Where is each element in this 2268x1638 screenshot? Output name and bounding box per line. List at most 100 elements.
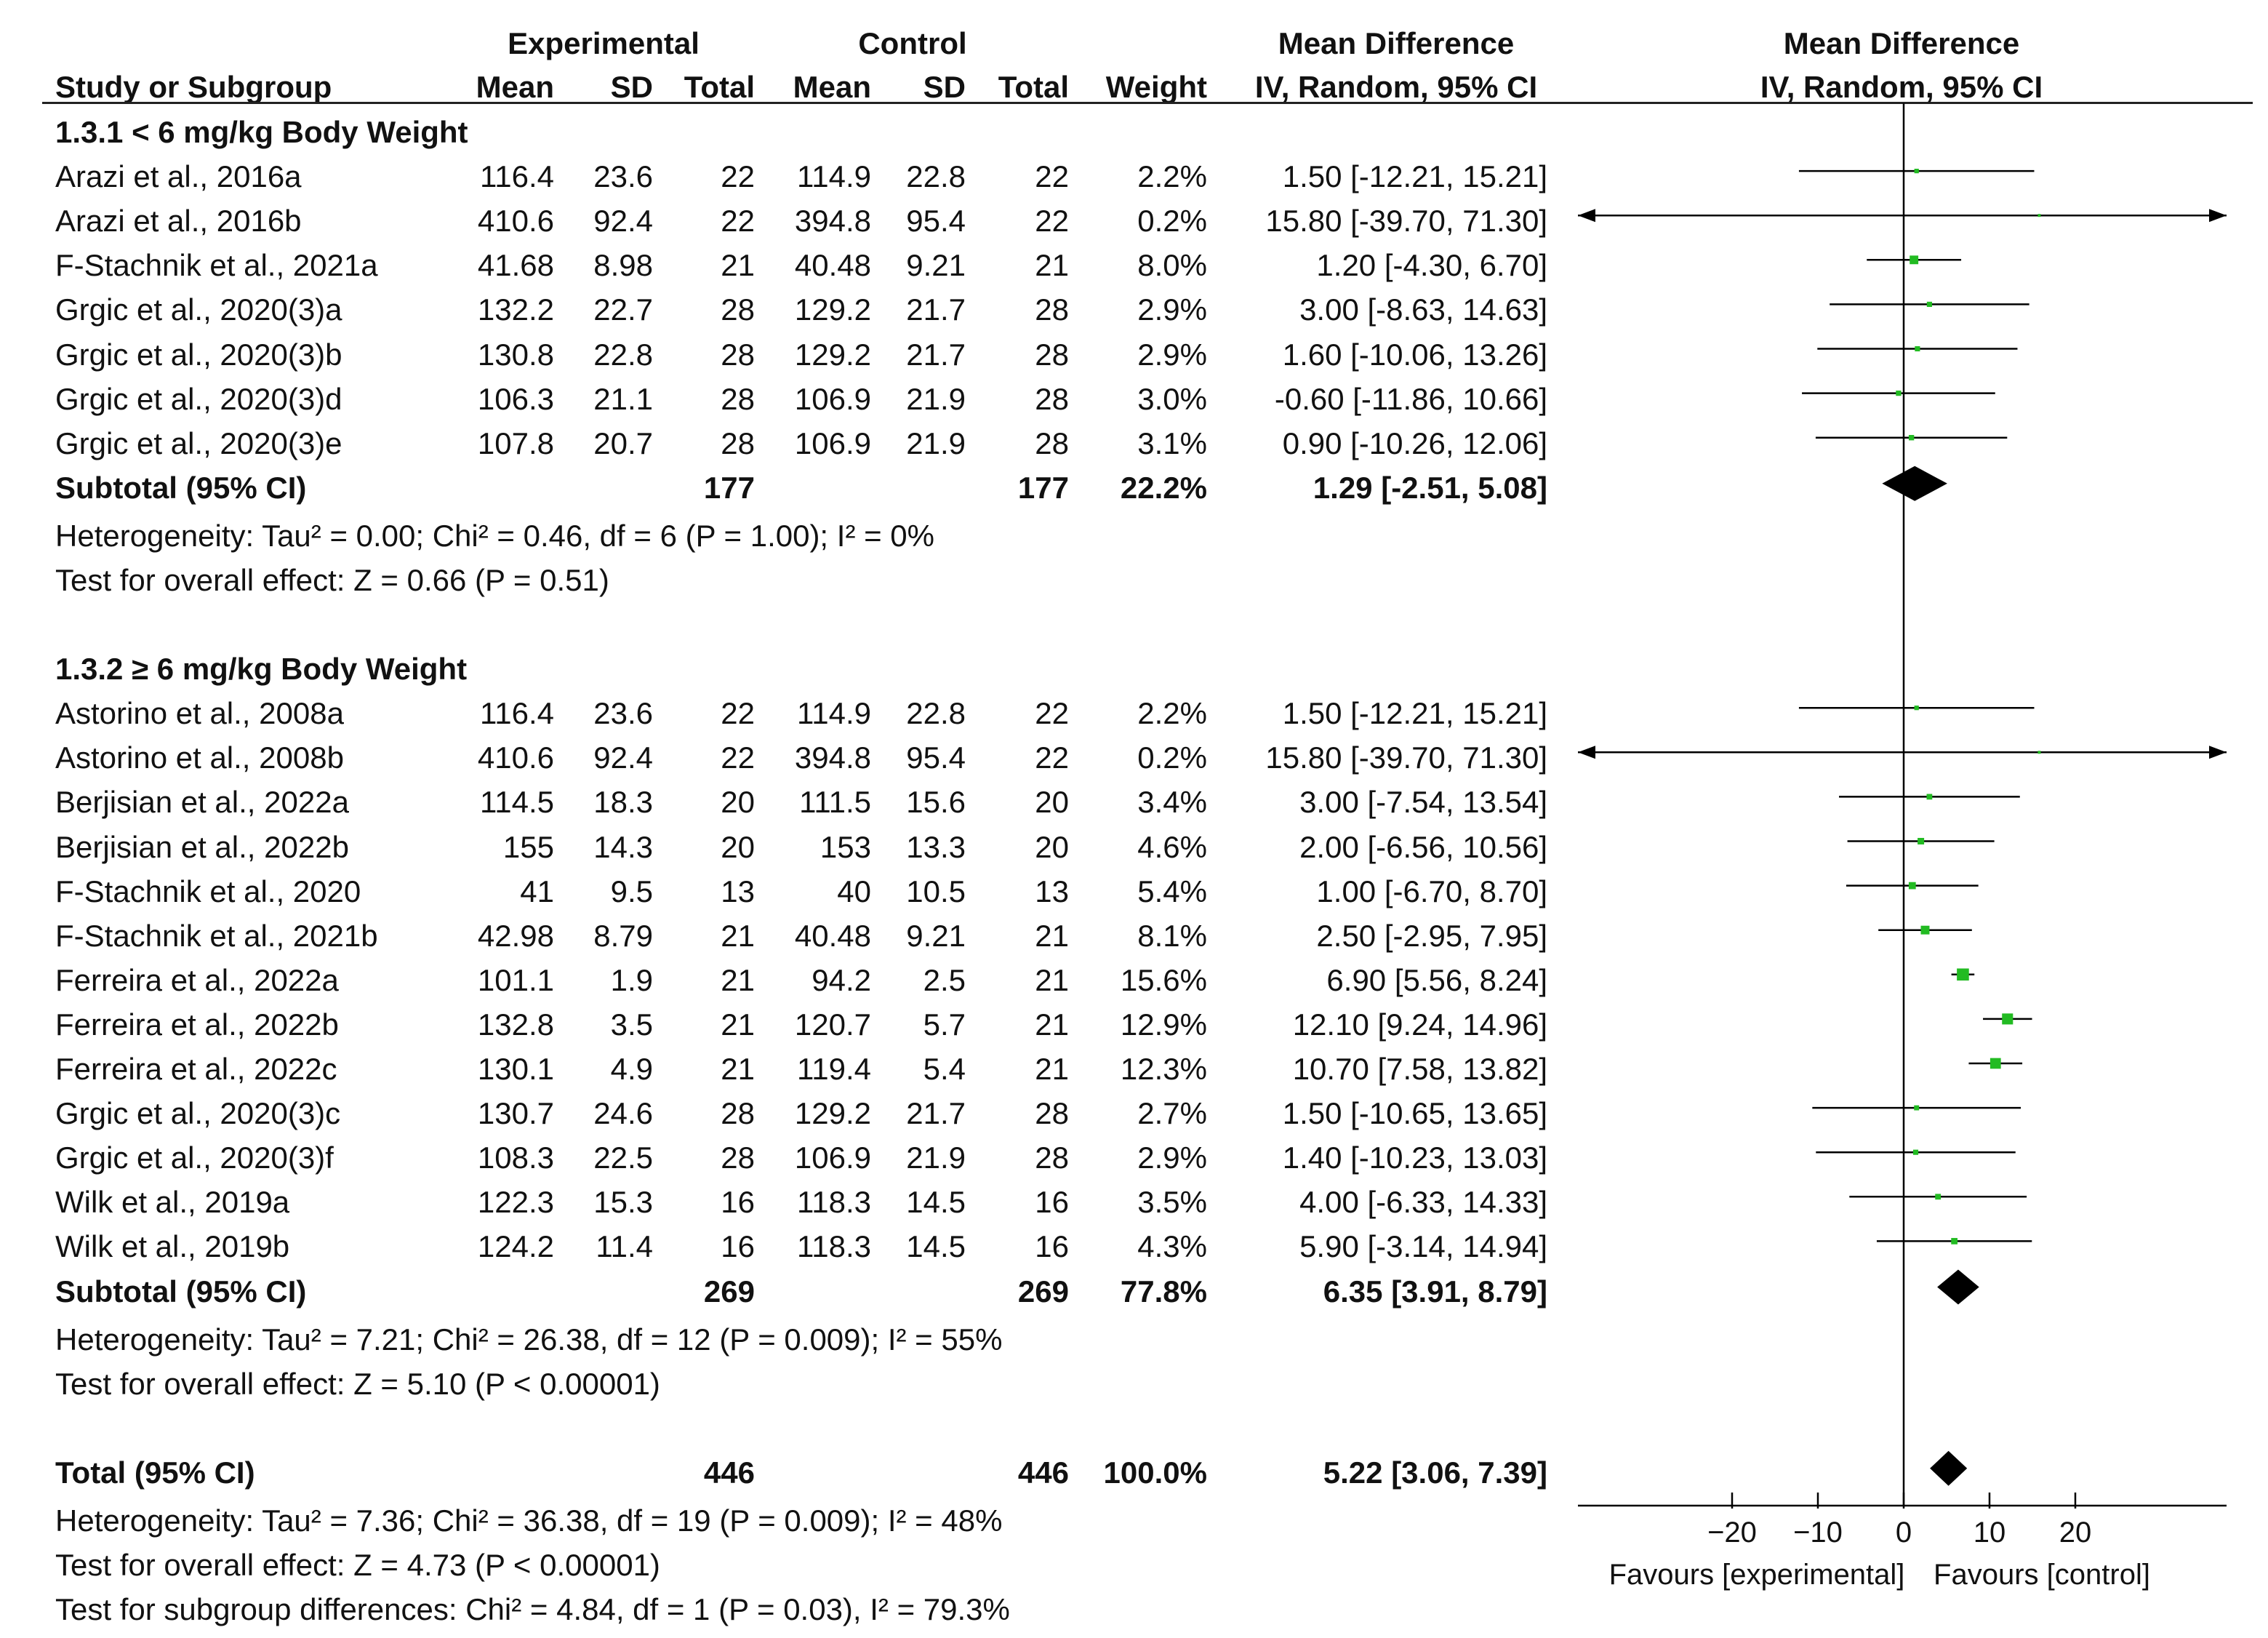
study-name: Berjisian et al., 2022a — [55, 785, 349, 820]
exp-total: 28 — [721, 426, 755, 460]
study-weight: 2.2% — [1137, 696, 1207, 731]
subgroup-title: 1.3.2 ≥ 6 mg/kg Body Weight — [55, 652, 468, 687]
ctl-total: 22 — [1035, 696, 1069, 731]
effect-square — [1926, 301, 1932, 307]
subtotal-ctl-total: 269 — [1017, 1274, 1069, 1309]
study-name: Ferreira et al., 2022c — [55, 1052, 337, 1086]
study-name: Grgic et al., 2020(3)d — [55, 381, 342, 416]
ctl-total: 28 — [1035, 381, 1069, 416]
ctl-mean: 119.4 — [797, 1052, 871, 1086]
exp-sd: 20.7 — [593, 426, 653, 460]
ctl-total: 22 — [1035, 204, 1069, 239]
exp-total: 20 — [721, 829, 755, 864]
ctl-sd: 21.7 — [906, 337, 966, 372]
study-weight: 2.2% — [1137, 159, 1207, 194]
total-ci: 5.22 [3.06, 7.39] — [1323, 1455, 1547, 1490]
effect-square — [1957, 968, 1969, 981]
ctl-sd: 21.7 — [906, 1096, 966, 1131]
ctl-sd: 21.7 — [906, 292, 966, 327]
ctl-total: 21 — [1035, 248, 1069, 283]
ctl-total: 28 — [1035, 1140, 1069, 1175]
ctl-total: 22 — [1035, 740, 1069, 775]
effect-square — [1951, 1238, 1958, 1245]
ctl-mean: 394.8 — [794, 204, 871, 239]
exp-total: 21 — [721, 918, 755, 953]
footer-line: Test for overall effect: Z = 4.73 (P < 0… — [55, 1547, 660, 1582]
ctl-mean: 129.2 — [794, 1096, 871, 1131]
study-ci: 15.80 [-39.70, 71.30] — [1265, 740, 1547, 775]
subgroup-overall-effect: Test for overall effect: Z = 5.10 (P < 0… — [55, 1366, 660, 1401]
study-name: F-Stachnik et al., 2021b — [55, 918, 378, 953]
exp-sd: 22.7 — [593, 292, 653, 327]
study-name: Wilk et al., 2019b — [55, 1229, 290, 1264]
effect-square — [1926, 794, 1933, 800]
study-name: Ferreira et al., 2022a — [55, 962, 339, 997]
ci-arrow-left — [1578, 746, 1595, 759]
exp-mean: 41 — [520, 874, 554, 908]
exp-total: 21 — [721, 962, 755, 997]
effect-square — [2002, 1013, 2013, 1025]
study-name: Wilk et al., 2019a — [55, 1185, 290, 1220]
exp-mean: 42.98 — [477, 918, 554, 953]
study-weight: 0.2% — [1137, 740, 1207, 775]
column-study: Study or Subgroup — [55, 70, 332, 104]
exp-sd: 18.3 — [593, 785, 653, 820]
study-weight: 15.6% — [1120, 962, 1207, 997]
forest-plot-chart: Mean Difference IV, Random, 95% CI −20 −10 0… — [1578, 26, 2227, 1591]
effect-square — [1908, 435, 1915, 441]
study-ci: 1.00 [-6.70, 8.70] — [1316, 874, 1547, 908]
ctl-sd: 5.4 — [923, 1052, 966, 1086]
x-tick-label: 10 — [1974, 1517, 2006, 1549]
ci-arrow-right — [2209, 746, 2227, 759]
study-weight: 3.5% — [1137, 1185, 1207, 1220]
ctl-total: 13 — [1035, 874, 1069, 908]
ctl-total: 20 — [1035, 785, 1069, 820]
ctl-mean: 106.9 — [794, 1140, 871, 1175]
exp-mean: 41.68 — [477, 248, 554, 283]
ctl-sd: 15.6 — [906, 785, 966, 820]
column-ctl-mean: Mean — [793, 70, 871, 104]
ctl-mean: 40 — [837, 874, 871, 908]
exp-sd: 23.6 — [593, 159, 653, 194]
study-weight: 5.4% — [1137, 874, 1207, 908]
exp-sd: 4.9 — [610, 1052, 653, 1086]
ctl-total: 16 — [1035, 1229, 1069, 1264]
exp-mean: 107.8 — [477, 426, 554, 460]
study-ci: 2.00 [-6.56, 10.56] — [1299, 829, 1547, 864]
ctl-mean: 40.48 — [794, 248, 871, 283]
ctl-sd: 95.4 — [906, 740, 966, 775]
ctl-sd: 21.9 — [906, 426, 966, 460]
effect-square — [2037, 214, 2041, 217]
exp-sd: 1.9 — [610, 962, 653, 997]
ctl-total: 16 — [1035, 1185, 1069, 1220]
study-ci: 1.60 [-10.06, 13.26] — [1282, 337, 1547, 372]
exp-mean: 130.7 — [477, 1096, 554, 1131]
column-exp-mean: Mean — [476, 70, 554, 104]
study-ci: 4.00 [-6.33, 14.33] — [1299, 1185, 1547, 1220]
exp-total: 21 — [721, 1052, 755, 1086]
ctl-mean: 114.9 — [797, 696, 871, 731]
study-name: Grgic et al., 2020(3)f — [55, 1140, 334, 1175]
exp-mean: 410.6 — [477, 740, 554, 775]
exp-sd: 23.6 — [593, 696, 653, 731]
effect-square — [1935, 1194, 1942, 1200]
header-control: Control — [858, 26, 967, 60]
ctl-mean: 129.2 — [794, 337, 871, 372]
ctl-mean: 40.48 — [794, 918, 871, 953]
study-weight: 8.1% — [1137, 918, 1207, 953]
study-weight: 2.9% — [1137, 1140, 1207, 1175]
exp-total: 28 — [721, 1140, 755, 1175]
total-exp-total: 446 — [703, 1455, 755, 1490]
ctl-mean: 106.9 — [794, 426, 871, 460]
exp-sd: 15.3 — [593, 1185, 653, 1220]
subtotal-diamond — [1882, 466, 1947, 501]
ctl-sd: 22.8 — [906, 696, 966, 731]
effect-square — [1989, 1058, 2001, 1069]
plot-header-mean-difference: Mean Difference — [1784, 26, 2019, 60]
study-ci: 1.50 [-10.65, 13.65] — [1282, 1096, 1547, 1131]
total-ctl-total: 446 — [1017, 1455, 1069, 1490]
exp-sd: 92.4 — [593, 740, 653, 775]
subtotal-ctl-total: 177 — [1017, 470, 1069, 505]
study-ci: 1.20 [-4.30, 6.70] — [1316, 248, 1547, 283]
exp-mean: 122.3 — [477, 1185, 554, 1220]
